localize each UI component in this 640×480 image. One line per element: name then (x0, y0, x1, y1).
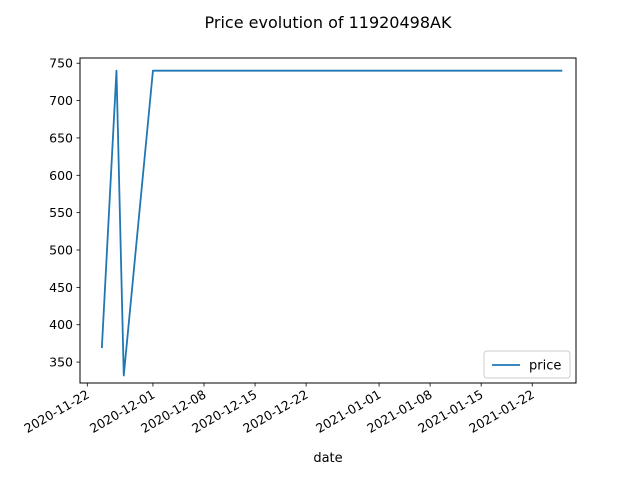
chart-title: Price evolution of 11920498AK (205, 13, 452, 32)
plot-frame (79, 57, 577, 384)
y-tick-label: 500 (49, 243, 73, 258)
plot-area (100, 69, 563, 377)
y-tick-label: 600 (49, 168, 73, 183)
y-tick-label: 650 (49, 130, 73, 145)
legend: price (483, 350, 571, 379)
x-axis-label: date (313, 451, 342, 466)
y-axis: 350 400 450 500 550 600 650 700 750 (49, 56, 80, 370)
y-tick-label: 450 (49, 280, 73, 295)
y-tick-label: 750 (49, 56, 73, 71)
legend-label-price: price (529, 359, 561, 374)
y-tick-label: 550 (49, 205, 73, 220)
y-tick-label: 700 (49, 93, 73, 108)
y-tick-label: 350 (49, 355, 73, 370)
series-line-price (100, 69, 563, 377)
y-tick-label: 400 (49, 317, 73, 332)
legend-box (483, 350, 571, 379)
